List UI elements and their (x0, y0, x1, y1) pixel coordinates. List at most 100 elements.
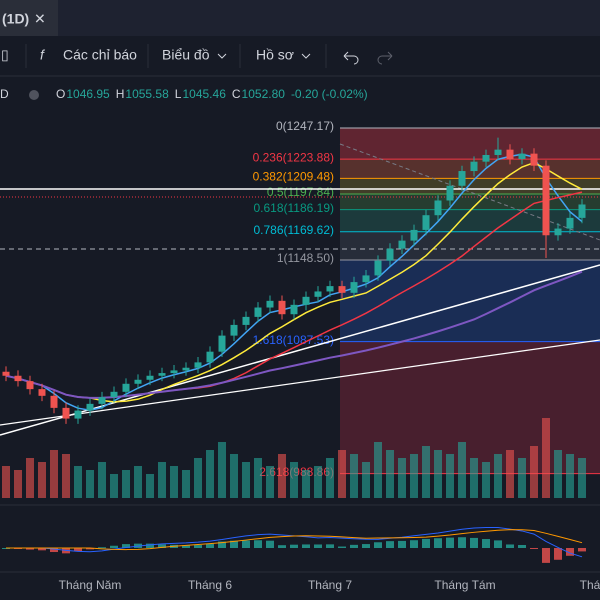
candle-body (290, 304, 298, 315)
candle-body (446, 185, 454, 201)
fx-icon[interactable]: f (40, 47, 46, 63)
candle-body (146, 375, 154, 380)
ohlc-label: L (175, 87, 182, 101)
volume-bar (194, 458, 202, 498)
candle-body (74, 410, 82, 419)
ohlc-value: 1052.80 (242, 87, 286, 101)
legend-dot[interactable] (29, 90, 39, 100)
macd-bar (554, 548, 562, 560)
macd-bar (398, 540, 406, 548)
signal-line (6, 529, 583, 551)
volume-bar (482, 462, 490, 498)
candle-body (134, 379, 142, 384)
volume-bar (26, 458, 34, 498)
macd-bar (410, 540, 418, 548)
candle-body (158, 373, 166, 376)
fib-label: 0.382(1209.48) (253, 170, 334, 184)
candle-body (566, 217, 574, 229)
volume-bar (338, 450, 346, 498)
ohlc-value: 1055.58 (125, 87, 169, 101)
candle-body (98, 397, 106, 404)
icon[interactable]: ▯ (1, 47, 9, 63)
candle-body (326, 286, 334, 292)
candle-body (506, 149, 514, 160)
macd-bar (362, 544, 370, 548)
macd-bar (26, 548, 34, 550)
macd-bar (38, 548, 46, 551)
volume-bar (374, 442, 382, 498)
volume-bar (578, 458, 586, 498)
macd-bar (254, 540, 262, 548)
symbol: D (0, 87, 9, 101)
macd-bar (194, 545, 202, 548)
macd-bar (266, 540, 274, 548)
candle-body (206, 351, 214, 363)
volume-bar (158, 462, 166, 498)
candle-body (242, 316, 250, 325)
macd-bar (434, 538, 442, 548)
volume-bar (86, 470, 94, 498)
candle-body (302, 296, 310, 305)
x-tick-label: Tháng 6 (188, 578, 232, 592)
ohlc: O 1046.95 H 1055.58 L 1045.46 C 1052.80 -0.20 (-… (56, 87, 368, 101)
candle-body (194, 362, 202, 368)
macd-bar (86, 548, 94, 550)
x-tick-label: Thá (580, 578, 600, 592)
macd-bar (278, 545, 286, 548)
volume-bar (290, 462, 298, 498)
macd-bar (578, 548, 586, 552)
volume-bar (74, 466, 82, 498)
profile-button[interactable]: Hồ sơ (256, 47, 294, 63)
fib-label: 0.618(1186.19) (253, 201, 334, 215)
macd-bar (314, 544, 322, 548)
volume-bar (50, 450, 58, 498)
candle-body (482, 154, 490, 162)
fib-label: 0.786(1169.62) (253, 223, 334, 237)
tab-close[interactable]: ✕ (34, 11, 46, 27)
volume-bar (458, 442, 466, 498)
candle-body (542, 165, 550, 236)
candle-body (470, 161, 478, 172)
volume-bar (170, 466, 178, 498)
fib-label: 0.236(1223.88) (253, 150, 334, 164)
macd-bar (182, 545, 190, 548)
fib-zone (340, 209, 600, 232)
candle-body (2, 371, 10, 376)
candle-body (110, 391, 118, 398)
macd-bar (482, 539, 490, 548)
volume-bar (302, 470, 310, 498)
undo[interactable] (343, 51, 359, 65)
volume-bar (518, 458, 526, 498)
candle-body (338, 286, 346, 293)
candle-body (314, 291, 322, 297)
macd-bar (122, 544, 130, 548)
chevron (301, 53, 311, 59)
tab[interactable] (0, 0, 58, 36)
x-tick-label: Tháng Tám (434, 578, 495, 592)
volume (2, 418, 586, 498)
candle-body (26, 381, 34, 390)
macd-bar (506, 544, 514, 548)
volume-bar (398, 458, 406, 498)
volume-bar (230, 454, 238, 498)
volume-bar (134, 466, 142, 498)
macd-bar (110, 545, 118, 548)
volume-bar (422, 446, 430, 498)
candle-body (578, 204, 586, 218)
candle-body (266, 300, 274, 308)
x-tick-label: Tháng 7 (308, 578, 352, 592)
candle-body (494, 149, 502, 155)
macd-bar (566, 548, 574, 556)
volume-bar (218, 442, 226, 498)
macd-bar (158, 544, 166, 548)
fib-label: 1.618(1087.53) (253, 333, 334, 347)
volume-bar (350, 454, 358, 498)
macd-bar (458, 537, 466, 548)
fib-zone (340, 178, 600, 195)
chart-button[interactable]: Biểu đồ (162, 47, 210, 63)
indicators-button[interactable]: Các chỉ báo (63, 47, 137, 63)
candle-body (218, 335, 226, 352)
redo[interactable] (377, 51, 393, 65)
volume-bar (470, 458, 478, 498)
